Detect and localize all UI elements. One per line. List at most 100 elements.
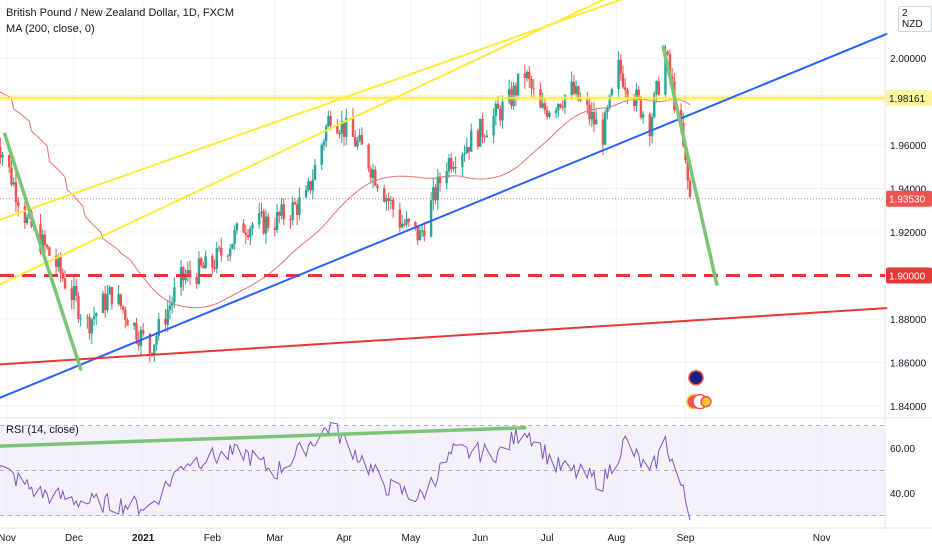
candle-body <box>525 72 529 79</box>
candle-body <box>621 73 625 88</box>
trend-line-green <box>3 132 83 371</box>
candle-body <box>679 110 683 123</box>
candle-body <box>391 199 395 210</box>
time-axis-label: Nov <box>813 533 831 544</box>
price-axis-label: 1.88000 <box>890 315 927 326</box>
price-tag-resistance-box <box>886 89 932 106</box>
candle-body <box>586 99 589 105</box>
candle-body <box>117 294 120 304</box>
candle-body <box>173 287 176 302</box>
price-tag-support: 1.90000 <box>889 272 926 283</box>
candle-body <box>512 85 515 106</box>
price-axis-label: 1.92000 <box>890 228 927 239</box>
candle-body <box>164 318 167 325</box>
candle-body <box>389 199 393 202</box>
price-axis-label: 2.00000 <box>890 54 927 65</box>
candle-body <box>202 265 205 269</box>
candle-body <box>153 344 156 356</box>
candle-body <box>220 247 223 256</box>
candle-body <box>572 81 576 94</box>
currency-badge[interactable]: 2 NZD <box>898 6 932 32</box>
candles-group <box>0 44 692 363</box>
candle-body <box>360 134 364 145</box>
candle-body <box>12 182 15 185</box>
candle-body <box>530 79 533 89</box>
candle-body <box>356 140 359 147</box>
candle-body <box>445 171 448 184</box>
candle-body <box>461 154 464 168</box>
candle-body <box>188 270 192 277</box>
candle-body <box>280 204 283 216</box>
candle-body <box>554 110 558 113</box>
candle-body <box>436 176 439 201</box>
rsi-legend: RSI (14, close) <box>6 424 79 436</box>
candle-body <box>59 256 62 274</box>
candle-body <box>121 306 125 310</box>
candle-body <box>233 230 236 244</box>
candle-body <box>14 182 18 202</box>
candle-body <box>478 118 482 147</box>
ma-line <box>0 91 691 309</box>
currency-label: NZD <box>902 19 923 30</box>
time-axis-label: Sep <box>677 533 695 544</box>
candle-body <box>483 136 486 138</box>
candle-body <box>293 202 297 205</box>
trend-line-blue <box>0 33 888 399</box>
candle-body <box>336 125 339 134</box>
candle-body <box>499 108 502 121</box>
time-axis-label: Nov <box>0 533 16 544</box>
candle-body <box>452 167 455 170</box>
candle-body <box>204 255 207 269</box>
event-icon <box>700 395 712 408</box>
candle-body <box>545 110 549 117</box>
candle-body <box>338 133 341 135</box>
trend-line-red <box>0 307 888 366</box>
candle-body <box>195 276 198 284</box>
candle-body <box>54 255 58 267</box>
candle-body <box>603 112 607 145</box>
candle-body <box>79 318 82 320</box>
candle-body <box>514 85 518 96</box>
candle-body <box>8 155 11 168</box>
candle-body <box>548 112 551 117</box>
candle-body <box>434 187 437 201</box>
candle-body <box>63 278 67 289</box>
candle-body <box>211 255 214 268</box>
candle-body <box>137 339 140 346</box>
candle-body <box>258 213 261 225</box>
price-axis-label: 1.84000 <box>890 402 927 413</box>
candle-body <box>429 200 433 237</box>
candle-body <box>74 285 78 296</box>
candle-body <box>23 206 27 224</box>
candle-body <box>570 81 573 96</box>
candle-body <box>579 99 582 101</box>
candle-body <box>528 72 531 80</box>
candle-body <box>104 293 107 311</box>
candle-body <box>619 59 622 74</box>
candle-body <box>320 144 323 165</box>
candle-body <box>182 267 185 281</box>
candle-body <box>251 224 254 229</box>
candle-body <box>617 59 620 90</box>
candle-body <box>126 319 129 326</box>
candle-body <box>148 333 152 354</box>
candle-body <box>447 158 451 172</box>
candle-body <box>309 181 312 191</box>
candle-body <box>561 106 564 108</box>
candle-body <box>454 167 457 169</box>
candle-body <box>273 227 277 231</box>
candle-body <box>371 169 375 178</box>
candle-body <box>541 103 544 108</box>
candle-body <box>418 230 422 241</box>
ma-legend: MA (200, close, 0) <box>6 23 95 35</box>
price-axis: 2.00000 1.96000 1.94000 1.92000 1.88000 1.860… <box>890 54 927 413</box>
candle-body <box>608 95 611 109</box>
candle-body <box>403 223 406 225</box>
candle-body <box>95 313 98 317</box>
candle-body <box>624 87 627 91</box>
candle-body <box>226 255 230 257</box>
candle-body <box>215 248 219 269</box>
candle-body <box>637 89 640 97</box>
candle-body <box>686 159 689 181</box>
